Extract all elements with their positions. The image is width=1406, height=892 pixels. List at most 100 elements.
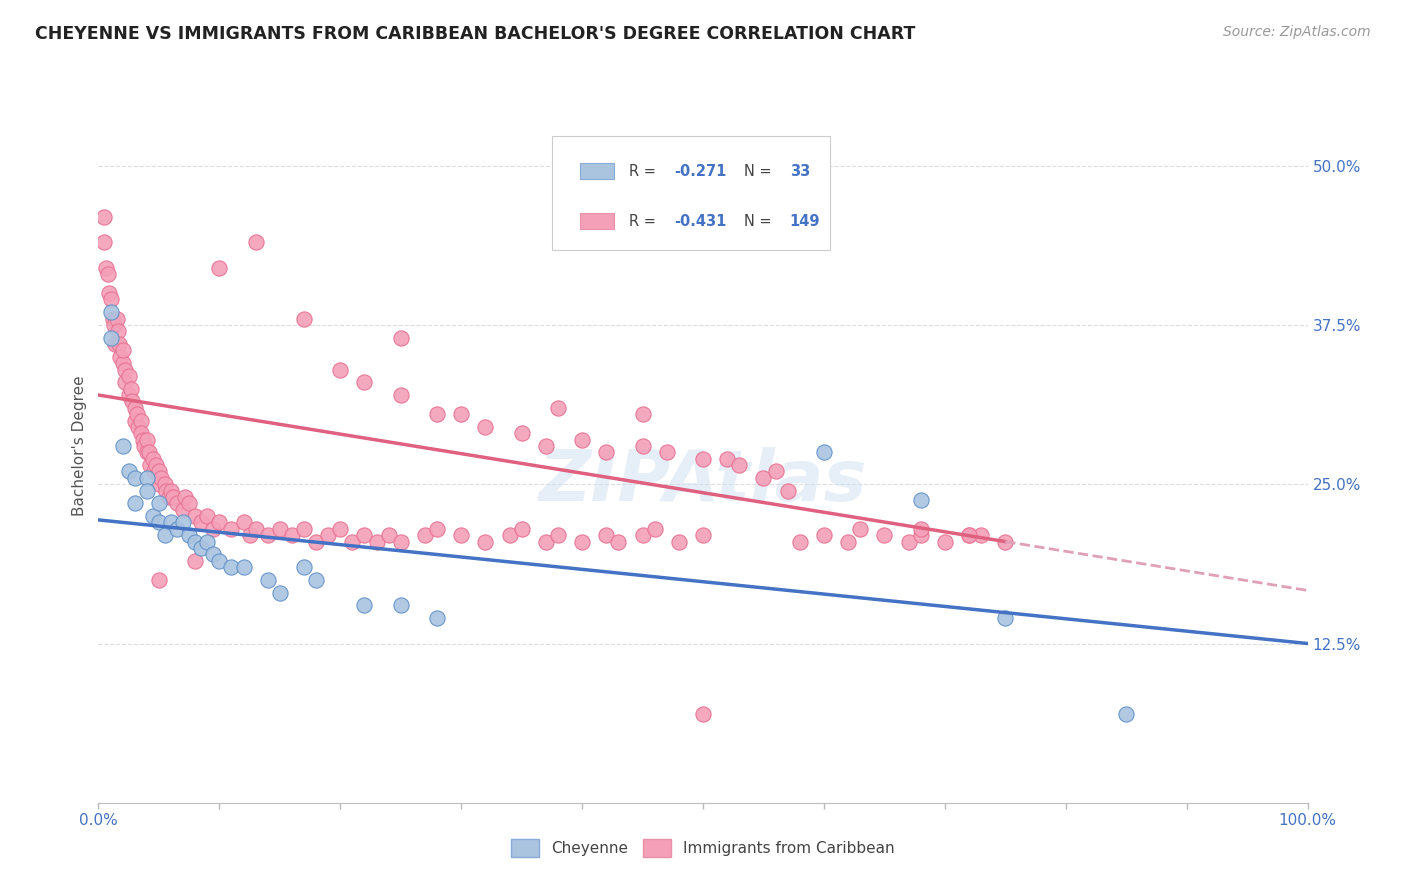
Point <box>184 534 207 549</box>
Point <box>910 492 932 507</box>
Point <box>957 528 980 542</box>
Point <box>105 311 128 326</box>
Point <box>103 318 125 332</box>
Point <box>547 401 569 415</box>
Point <box>118 388 141 402</box>
Point <box>426 407 449 421</box>
Point <box>813 445 835 459</box>
Point <box>143 465 166 479</box>
Point <box>97 267 120 281</box>
Point <box>994 534 1017 549</box>
Point <box>510 426 533 441</box>
Point <box>208 260 231 275</box>
Point <box>692 451 714 466</box>
Point <box>145 458 167 472</box>
Point <box>631 528 654 542</box>
Point <box>124 496 146 510</box>
Point <box>195 509 218 524</box>
Point <box>174 490 197 504</box>
Point <box>135 471 157 485</box>
Point <box>316 528 339 542</box>
Point <box>245 522 267 536</box>
Point <box>245 235 267 249</box>
Point <box>474 420 496 434</box>
Point <box>426 522 449 536</box>
Point <box>138 445 160 459</box>
Point <box>329 362 352 376</box>
Point <box>510 522 533 536</box>
Point <box>728 458 751 472</box>
Point <box>132 433 155 447</box>
Point <box>157 490 180 504</box>
Point <box>692 528 714 542</box>
Legend: Cheyenne, Immigrants from Caribbean: Cheyenne, Immigrants from Caribbean <box>505 833 901 863</box>
Point <box>148 573 170 587</box>
Point <box>179 528 201 542</box>
Point <box>148 516 170 530</box>
Point <box>232 560 254 574</box>
Point <box>256 528 278 542</box>
Point <box>450 528 472 542</box>
Point <box>366 534 388 549</box>
Point <box>124 471 146 485</box>
Point <box>534 439 557 453</box>
Point <box>595 445 617 459</box>
Point <box>172 516 194 530</box>
Point <box>104 337 127 351</box>
Text: -0.271: -0.271 <box>675 164 727 178</box>
Point <box>353 376 375 390</box>
Point <box>98 286 121 301</box>
Point <box>111 439 134 453</box>
Point <box>232 516 254 530</box>
Point <box>221 560 243 574</box>
Point <box>190 516 212 530</box>
Point <box>292 560 315 574</box>
Point <box>353 528 375 542</box>
Point <box>129 413 152 427</box>
Point <box>571 433 593 447</box>
Point <box>716 451 738 466</box>
Point <box>184 509 207 524</box>
Point <box>111 343 134 358</box>
Point <box>595 528 617 542</box>
Text: Source: ZipAtlas.com: Source: ZipAtlas.com <box>1223 25 1371 39</box>
Point <box>135 433 157 447</box>
Point <box>413 528 436 542</box>
Point <box>120 382 142 396</box>
Point <box>534 534 557 549</box>
Point <box>765 465 787 479</box>
Text: ZIPAtlas: ZIPAtlas <box>538 447 868 516</box>
Point <box>100 305 122 319</box>
Point <box>208 554 231 568</box>
Point <box>389 331 412 345</box>
Point <box>547 528 569 542</box>
Point <box>668 534 690 549</box>
Point <box>190 541 212 555</box>
Point <box>108 350 131 364</box>
Point <box>934 534 956 549</box>
Point <box>305 573 328 587</box>
Point <box>179 496 201 510</box>
Point <box>155 483 177 498</box>
Point <box>292 522 315 536</box>
Point <box>426 611 449 625</box>
Point <box>94 260 117 275</box>
Point <box>910 522 932 536</box>
Point <box>377 528 399 542</box>
Point <box>195 534 218 549</box>
Point <box>256 573 278 587</box>
Point <box>353 599 375 613</box>
Point <box>631 439 654 453</box>
Point <box>93 210 115 224</box>
Point <box>837 534 859 549</box>
Point <box>474 534 496 549</box>
Text: CHEYENNE VS IMMIGRANTS FROM CARIBBEAN BACHELOR'S DEGREE CORRELATION CHART: CHEYENNE VS IMMIGRANTS FROM CARIBBEAN BA… <box>35 25 915 43</box>
Point <box>571 534 593 549</box>
Y-axis label: Bachelor's Degree: Bachelor's Degree <box>72 376 87 516</box>
Point <box>127 407 149 421</box>
Point <box>389 534 412 549</box>
Text: 149: 149 <box>790 214 820 228</box>
Point <box>93 235 115 249</box>
Point <box>607 534 630 549</box>
Point <box>166 496 188 510</box>
